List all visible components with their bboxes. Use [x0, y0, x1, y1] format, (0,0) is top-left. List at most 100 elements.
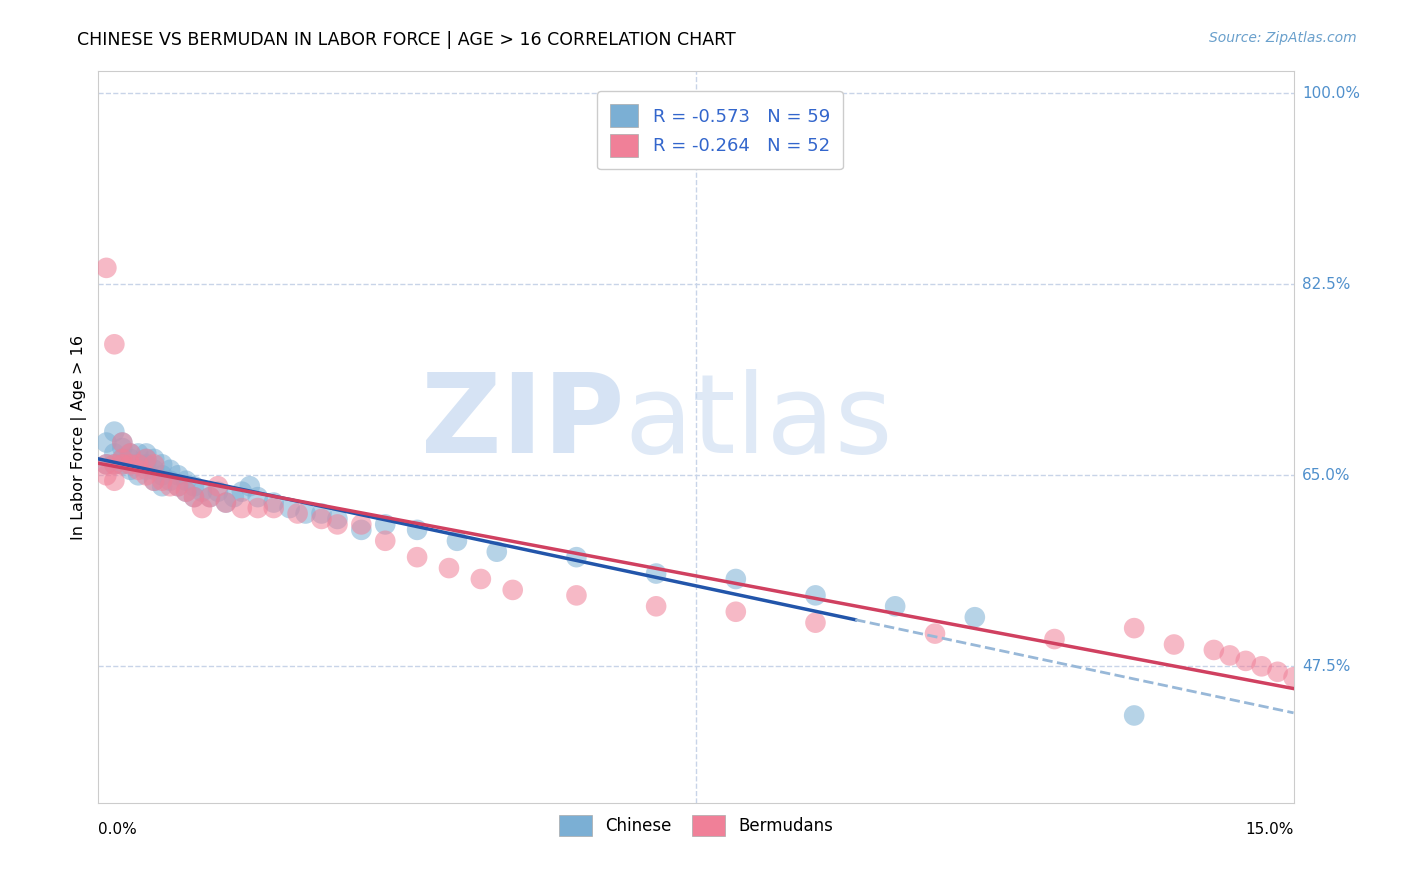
- Point: [150, 474, 173, 488]
- Point: [111, 435, 134, 450]
- Point: [120, 446, 142, 460]
- Point: [143, 451, 166, 466]
- Point: [1123, 708, 1146, 723]
- Point: [183, 490, 205, 504]
- Point: [127, 458, 149, 472]
- Point: [103, 337, 125, 351]
- Point: [565, 588, 588, 602]
- Point: [111, 435, 134, 450]
- Point: [374, 533, 396, 548]
- Point: [174, 484, 197, 499]
- Legend: Chinese, Bermudans: Chinese, Bermudans: [548, 805, 844, 846]
- Point: [96, 458, 118, 472]
- Point: [111, 458, 134, 472]
- Point: [150, 479, 173, 493]
- Point: [135, 446, 157, 460]
- Point: [127, 468, 149, 483]
- Point: [143, 474, 166, 488]
- Text: 82.5%: 82.5%: [1302, 277, 1350, 292]
- Point: [143, 463, 166, 477]
- Point: [159, 474, 181, 488]
- Point: [120, 446, 142, 460]
- Point: [103, 446, 125, 460]
- Text: Source: ZipAtlas.com: Source: ZipAtlas.com: [1209, 31, 1357, 45]
- Point: [231, 501, 253, 516]
- Text: atlas: atlas: [624, 369, 893, 476]
- Point: [222, 490, 245, 504]
- Point: [174, 474, 197, 488]
- Point: [96, 458, 118, 472]
- Point: [326, 512, 349, 526]
- Y-axis label: In Labor Force | Age > 16: In Labor Force | Age > 16: [72, 334, 87, 540]
- Point: [311, 507, 333, 521]
- Text: 47.5%: 47.5%: [1302, 659, 1350, 673]
- Point: [111, 451, 134, 466]
- Point: [437, 561, 460, 575]
- Point: [143, 458, 166, 472]
- Point: [135, 458, 157, 472]
- Point: [96, 468, 118, 483]
- Point: [215, 495, 238, 509]
- Point: [924, 626, 946, 640]
- Point: [1234, 654, 1257, 668]
- Point: [1282, 670, 1305, 684]
- Point: [135, 451, 157, 466]
- Point: [1219, 648, 1241, 663]
- Point: [294, 507, 316, 521]
- Point: [127, 446, 149, 460]
- Point: [215, 495, 238, 509]
- Text: 100.0%: 100.0%: [1302, 86, 1360, 101]
- Point: [502, 582, 524, 597]
- Point: [231, 484, 253, 499]
- Point: [167, 468, 190, 483]
- Point: [103, 474, 125, 488]
- Point: [198, 490, 221, 504]
- Point: [1163, 638, 1185, 652]
- Point: [191, 484, 214, 499]
- Point: [207, 479, 229, 493]
- Text: CHINESE VS BERMUDAN IN LABOR FORCE | AGE > 16 CORRELATION CHART: CHINESE VS BERMUDAN IN LABOR FORCE | AGE…: [77, 31, 737, 49]
- Point: [406, 523, 429, 537]
- Point: [278, 501, 301, 516]
- Point: [159, 463, 181, 477]
- Point: [150, 458, 173, 472]
- Point: [96, 260, 118, 275]
- Point: [1123, 621, 1146, 635]
- Point: [159, 479, 181, 493]
- Point: [127, 458, 149, 472]
- Text: 15.0%: 15.0%: [1246, 822, 1294, 838]
- Text: 65.0%: 65.0%: [1302, 467, 1350, 483]
- Point: [135, 451, 157, 466]
- Point: [191, 501, 214, 516]
- Point: [263, 501, 285, 516]
- Point: [724, 572, 747, 586]
- Point: [1043, 632, 1066, 646]
- Point: [135, 463, 157, 477]
- Point: [804, 615, 827, 630]
- Point: [207, 484, 229, 499]
- Point: [103, 458, 125, 472]
- Point: [183, 490, 205, 504]
- Point: [1202, 643, 1225, 657]
- Point: [120, 451, 142, 466]
- Point: [485, 545, 508, 559]
- Point: [963, 610, 986, 624]
- Point: [143, 474, 166, 488]
- Point: [1267, 665, 1289, 679]
- Point: [645, 566, 668, 581]
- Point: [150, 468, 173, 483]
- Point: [111, 451, 134, 466]
- Point: [183, 479, 205, 493]
- Point: [239, 479, 262, 493]
- Point: [350, 517, 373, 532]
- Point: [446, 533, 468, 548]
- Point: [167, 479, 190, 493]
- Point: [374, 517, 396, 532]
- Point: [135, 468, 157, 483]
- Point: [804, 588, 827, 602]
- Point: [174, 484, 197, 499]
- Point: [103, 425, 125, 439]
- Point: [326, 517, 349, 532]
- Point: [406, 550, 429, 565]
- Point: [246, 501, 269, 516]
